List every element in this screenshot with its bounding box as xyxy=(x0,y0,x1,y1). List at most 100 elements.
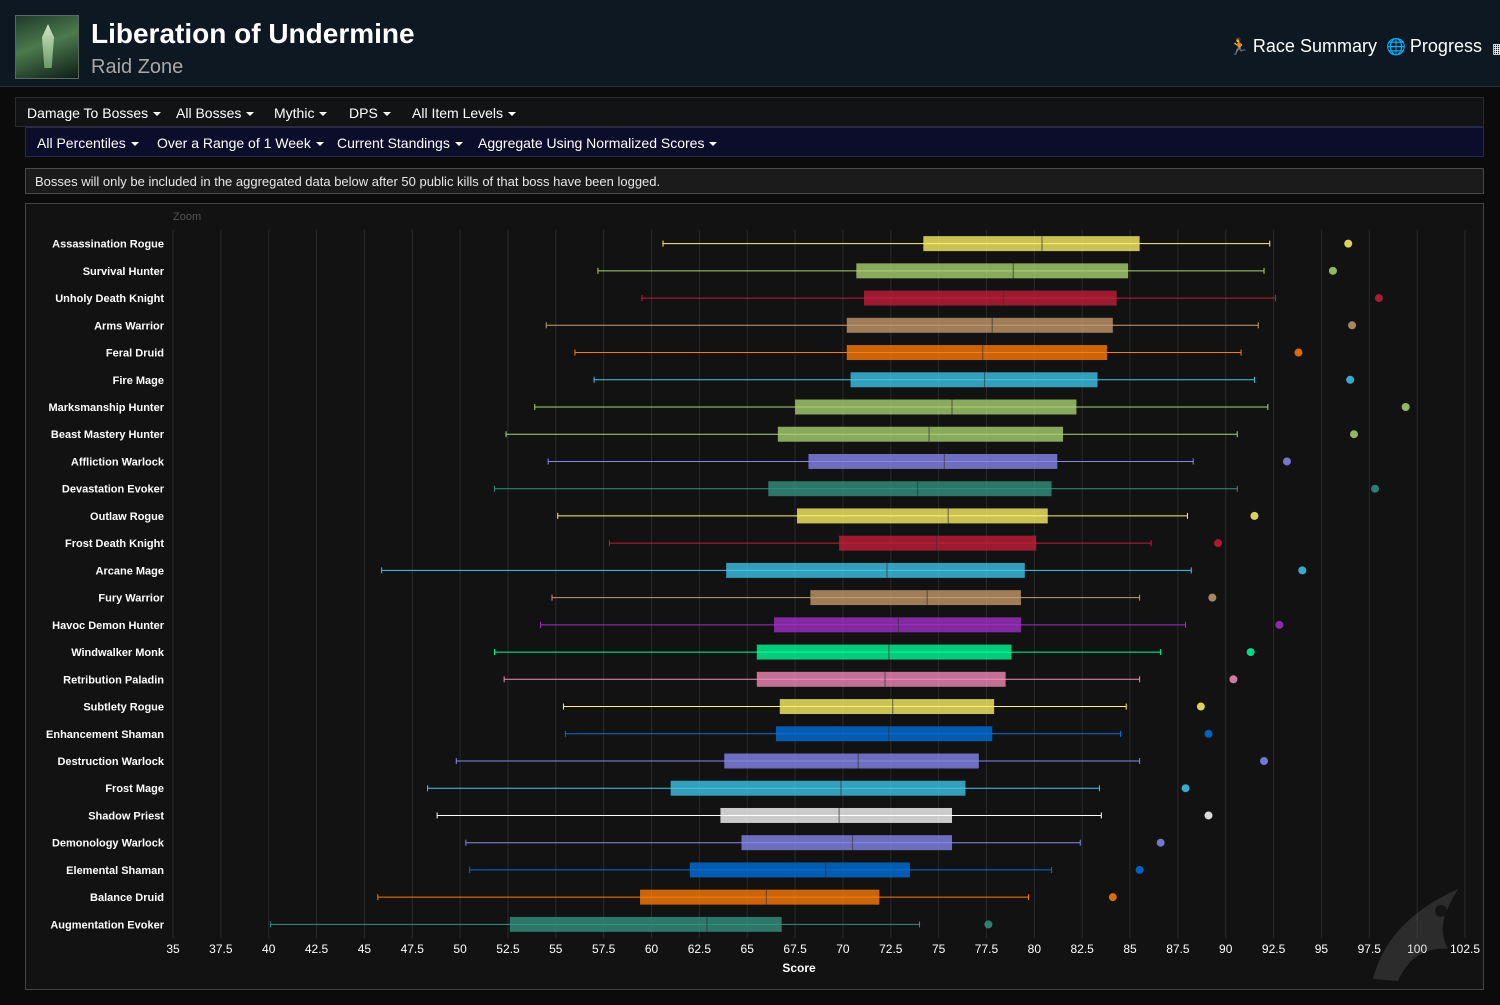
category-label: Unholy Death Knight xyxy=(55,293,164,305)
metric-dropdown[interactable]: Damage To Bosses xyxy=(27,105,162,121)
chart-panel: Zoom 35 37.5 40 42.5 45 47.5 50 52.5 55 57.5 60 62.5… xyxy=(25,203,1484,990)
box-iqr[interactable] xyxy=(741,835,953,851)
box-iqr[interactable] xyxy=(795,399,1077,415)
max-point[interactable] xyxy=(1401,403,1410,411)
x-tick-label: 60 xyxy=(645,942,659,956)
category-label: Destruction Warlock xyxy=(57,756,164,768)
box-iqr[interactable] xyxy=(923,236,1140,252)
category-label: Marksmanship Hunter xyxy=(48,402,164,414)
standings-dropdown[interactable]: Current Standings xyxy=(337,135,463,151)
chevron-down-icon xyxy=(454,142,463,147)
max-point[interactable] xyxy=(1196,702,1205,711)
box-iqr[interactable] xyxy=(756,671,1006,687)
x-axis-label: Score xyxy=(782,961,816,975)
zoom-label[interactable]: Zoom xyxy=(173,211,201,223)
box-iqr[interactable] xyxy=(689,862,910,878)
category-label: Outlaw Rogue xyxy=(90,511,164,523)
max-point[interactable] xyxy=(1250,511,1259,520)
category-label: Retribution Paladin xyxy=(63,674,164,686)
category-label: Havoc Demon Hunter xyxy=(52,620,165,632)
category-label: Frost Death Knight xyxy=(65,538,164,550)
max-point[interactable] xyxy=(1348,321,1357,330)
zone-title: Liberation of Undermine xyxy=(91,18,415,49)
box-iqr[interactable] xyxy=(724,753,979,769)
max-point[interactable] xyxy=(1298,566,1307,575)
x-tick-label: 97.5 xyxy=(1358,942,1382,956)
category-label: Balance Druid xyxy=(90,892,164,904)
box-iqr[interactable] xyxy=(846,317,1113,333)
box-iqr[interactable] xyxy=(640,889,880,905)
box-iqr[interactable] xyxy=(810,590,1021,606)
max-point[interactable] xyxy=(1246,648,1255,657)
x-tick-label: 35 xyxy=(166,942,180,956)
max-point[interactable] xyxy=(1346,375,1355,384)
box-iqr[interactable] xyxy=(774,617,1021,633)
chevron-down-icon xyxy=(319,112,328,117)
aggregate-dropdown[interactable]: Aggregate Using Normalized Scores xyxy=(478,135,718,151)
max-point[interactable] xyxy=(1374,294,1383,303)
zone-icon xyxy=(15,15,79,79)
box-iqr[interactable] xyxy=(670,780,966,796)
box-plot-chart[interactable]: Zoom 35 37.5 40 42.5 45 47.5 50 52.5 55 57.5 60 62.5… xyxy=(26,204,1483,989)
category-label: Beast Mastery Hunter xyxy=(51,429,165,441)
max-point[interactable] xyxy=(984,920,993,929)
percentile-dropdown[interactable]: All Percentiles xyxy=(37,135,139,151)
max-point[interactable] xyxy=(1204,811,1213,820)
max-point[interactable] xyxy=(1328,266,1337,275)
x-tick-label: 85 xyxy=(1123,942,1137,956)
zone-subtitle: Raid Zone xyxy=(91,56,184,78)
box-iqr[interactable] xyxy=(726,562,1025,578)
box-iqr[interactable] xyxy=(720,807,953,823)
x-tick-label: 102.5 xyxy=(1450,942,1480,956)
box-iqr[interactable] xyxy=(509,916,782,932)
watermark-logo xyxy=(1373,889,1458,981)
boss-dropdown[interactable]: All Bosses xyxy=(176,105,255,121)
max-point[interactable] xyxy=(1260,757,1269,765)
x-tick-label: 37.5 xyxy=(209,942,233,956)
progress-link[interactable]: 🌐 Progress xyxy=(1386,36,1482,56)
x-tick-label: 82.5 xyxy=(1071,942,1095,956)
max-point[interactable] xyxy=(1214,539,1223,548)
x-tick-label: 57.5 xyxy=(592,942,616,956)
box-iqr[interactable] xyxy=(863,290,1117,306)
max-point[interactable] xyxy=(1294,348,1303,357)
max-point[interactable] xyxy=(1181,784,1190,793)
max-point[interactable] xyxy=(1275,620,1284,629)
box-iqr[interactable] xyxy=(808,453,1058,469)
category-label: Arcane Mage xyxy=(96,565,164,577)
box-iqr[interactable] xyxy=(850,372,1098,388)
max-point[interactable] xyxy=(1344,239,1353,248)
box-iqr[interactable] xyxy=(768,481,1052,497)
box-iqr[interactable] xyxy=(777,426,1064,442)
max-point[interactable] xyxy=(1204,729,1213,738)
chevron-down-icon xyxy=(246,112,255,117)
box-iqr[interactable] xyxy=(796,508,1048,524)
category-label: Demonology Warlock xyxy=(52,838,165,850)
max-point[interactable] xyxy=(1349,430,1358,439)
max-point[interactable] xyxy=(1371,484,1380,493)
box-iqr[interactable] xyxy=(839,535,1037,551)
max-point[interactable] xyxy=(1135,865,1144,874)
role-dropdown[interactable]: DPS xyxy=(349,105,391,121)
box-iqr[interactable] xyxy=(775,726,993,742)
filter-bar-secondary: All Percentiles Over a Range of 1 Week C… xyxy=(25,127,1484,157)
item-level-dropdown[interactable]: All Item Levels xyxy=(412,105,517,121)
category-label: Augmentation Evoker xyxy=(50,919,164,931)
grid-menu-icon[interactable]: ▦ xyxy=(1492,40,1500,56)
difficulty-dropdown[interactable]: Mythic xyxy=(274,105,328,121)
race-summary-link[interactable]: 🏃 Race Summary xyxy=(1229,36,1377,56)
x-tick-label: 45 xyxy=(358,942,372,956)
box-iqr[interactable] xyxy=(756,644,1012,660)
max-point[interactable] xyxy=(1208,593,1217,602)
box-iqr[interactable] xyxy=(846,345,1108,361)
category-label: Fury Warrior xyxy=(98,593,164,605)
box-iqr[interactable] xyxy=(779,699,995,715)
x-tick-label: 70 xyxy=(836,942,850,956)
max-point[interactable] xyxy=(1282,457,1291,466)
range-dropdown[interactable]: Over a Range of 1 Week xyxy=(157,135,324,151)
box-iqr[interactable] xyxy=(856,263,1129,279)
max-point[interactable] xyxy=(1108,893,1117,902)
max-point[interactable] xyxy=(1156,838,1165,847)
category-label: Affliction Warlock xyxy=(71,456,165,468)
max-point[interactable] xyxy=(1229,675,1238,684)
